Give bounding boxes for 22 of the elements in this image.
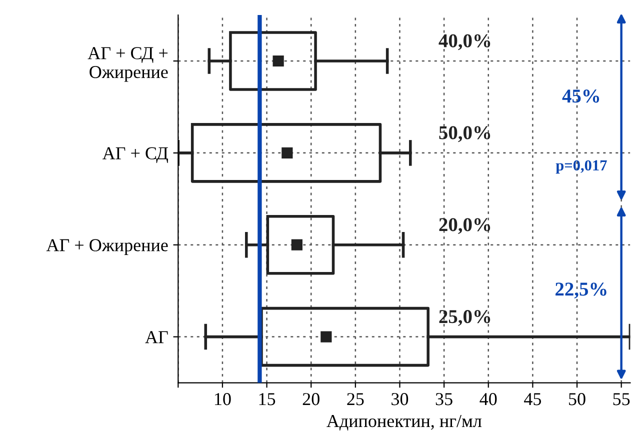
y-tick-label: АГ (145, 331, 168, 344)
x-tick-label: 30 (392, 393, 408, 406)
annotation: p=0,017 (556, 160, 607, 174)
y-tick-label: АГ + Ожирение (46, 239, 168, 255)
x-tick-label: 50 (569, 393, 586, 406)
x-axis-title: Адипонектин, нг/мл (326, 415, 482, 430)
annotation: 20,0% (439, 218, 490, 234)
annotation: 22,5% (556, 282, 606, 299)
x-tick-label: 35 (436, 393, 452, 406)
y-tick-label: АГ + СД (102, 147, 168, 164)
x-tick-label: 55 (613, 393, 630, 406)
x-tick-label: 25 (347, 393, 364, 406)
annotation: 50,0% (439, 126, 490, 142)
x-tick-label: 40 (480, 393, 497, 406)
annotation: 45% (562, 90, 600, 103)
y-tick-label: АГ + СД + Ожирение (88, 47, 168, 82)
annotation: 40,0% (438, 34, 490, 50)
x-tick-label: 45 (524, 393, 542, 406)
x-tick-label: 15 (259, 393, 276, 406)
annotation: 25,0% (439, 310, 490, 326)
x-tick-label: 20 (302, 393, 320, 406)
x-tick-label: 10 (215, 393, 231, 406)
